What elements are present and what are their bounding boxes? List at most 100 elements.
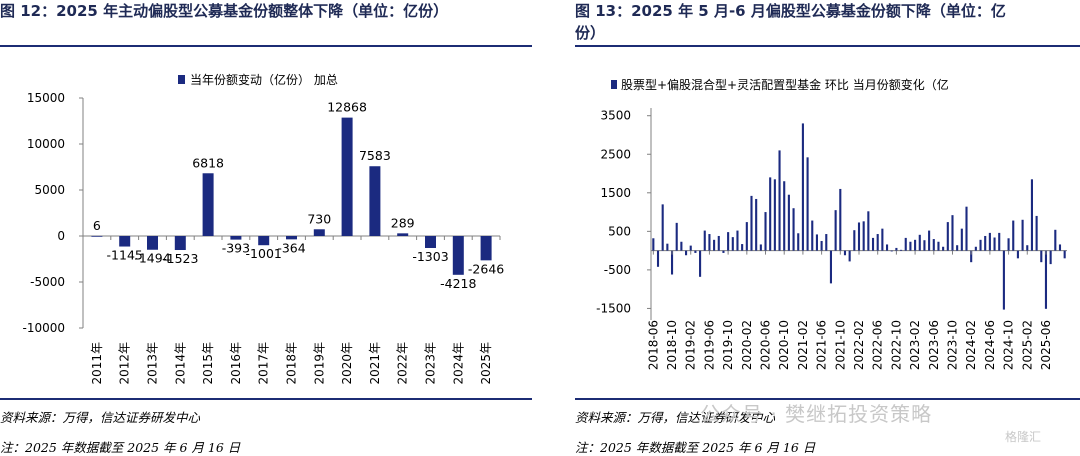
- bar: [928, 230, 931, 251]
- right-top-rule: [575, 45, 1080, 47]
- bar: [970, 250, 973, 263]
- bar: [773, 179, 776, 251]
- y-tick-label: 2500: [600, 147, 631, 161]
- bar: [904, 237, 907, 251]
- right-figure: 图 13：2025 年 5 月-6 月偏股型公募基金份额下降（单位：亿 份） 股…: [575, 0, 1080, 455]
- left-date-note: 注：2025 年数据截至 2025 年 6 月 16 日: [0, 440, 241, 455]
- x-tick-label: 2022-06: [871, 320, 885, 370]
- x-tick-label: 2019-02: [684, 320, 698, 370]
- x-tick-label: 2021-10: [833, 320, 847, 370]
- y-tick-label: 500: [608, 224, 631, 238]
- bar: [909, 241, 912, 251]
- x-tick-label: 2022-10: [889, 320, 903, 370]
- right-figure-title-line1: 图 13：2025 年 5 月-6 月偏股型公募基金份额下降（单位：亿: [575, 2, 1006, 20]
- data-label: 6: [93, 218, 101, 233]
- bar: [895, 247, 898, 251]
- bar: [792, 208, 795, 251]
- x-tick-label: 2021-02: [796, 320, 810, 370]
- x-tick-label: 2019-10: [721, 320, 735, 370]
- bar: [787, 194, 790, 251]
- bar: [918, 234, 921, 251]
- data-label: 730: [307, 211, 331, 226]
- bar: [759, 244, 762, 251]
- bar: [778, 150, 781, 251]
- bar: [862, 221, 865, 251]
- data-label: 289: [391, 215, 415, 230]
- bar: [974, 246, 977, 251]
- bar: [670, 250, 674, 275]
- x-tick-label: 2017年: [257, 342, 271, 385]
- bar: [731, 237, 734, 251]
- bar: [661, 204, 664, 251]
- bar: [202, 173, 214, 236]
- data-label: -1145: [107, 248, 143, 263]
- bar: [857, 222, 861, 251]
- bar: [666, 243, 669, 251]
- bar: [979, 239, 982, 251]
- bar: [397, 233, 409, 236]
- bar: [871, 237, 875, 251]
- x-tick-label: 2013年: [146, 342, 160, 385]
- bar: [313, 229, 325, 236]
- x-tick-label: 2011年: [90, 342, 104, 385]
- bar: [946, 222, 949, 251]
- y-tick-label: 15000: [27, 91, 65, 105]
- bar: [741, 244, 744, 251]
- bar: [848, 250, 851, 262]
- left-source-note: 资料来源：万得，信达证券研发中心: [0, 410, 201, 425]
- x-tick-label: 2018-06: [646, 320, 660, 370]
- left-bar-chart: 当年份额变动（亿份） 加总 15000 10000 5000 0 -5000 -10000 6…: [22, 72, 504, 385]
- bar: [1035, 215, 1038, 251]
- bar: [1016, 250, 1019, 259]
- y-tick-label: -5000: [30, 275, 65, 289]
- bar: [965, 206, 968, 251]
- y-tick-label: -1500: [596, 301, 631, 315]
- legend-swatch: [611, 80, 617, 89]
- bar: [713, 239, 716, 251]
- bar: [1063, 250, 1066, 259]
- bar: [703, 230, 706, 251]
- y-tick-label: 3500: [600, 109, 631, 123]
- right-figure-title-line2: 份）: [575, 24, 606, 42]
- x-tick-label: 2020-10: [777, 320, 791, 370]
- x-tick-label: 2019年: [312, 342, 326, 385]
- bar: [745, 222, 748, 251]
- left-bottom-rule: [0, 398, 532, 400]
- data-label: -393: [222, 241, 250, 256]
- bar: [341, 117, 353, 236]
- bar: [900, 249, 903, 251]
- bar: [881, 228, 884, 251]
- bar: [820, 240, 823, 251]
- bar: [923, 240, 926, 251]
- bar: [119, 236, 131, 247]
- bar: [750, 195, 753, 251]
- x-tick-label: 2018-10: [665, 320, 679, 370]
- x-tick-label: 2012年: [118, 342, 132, 385]
- x-tick-label: 2022年: [396, 342, 410, 385]
- left-figure: 图 12：2025 年主动偏股型公募基金份额整体下降（单位：亿份） 当年份额变动…: [0, 0, 532, 455]
- bar: [815, 234, 818, 251]
- bar: [956, 245, 959, 251]
- bar: [783, 181, 786, 251]
- bar: [1044, 250, 1048, 309]
- bar: [1030, 179, 1033, 251]
- bar: [452, 236, 464, 275]
- x-tick-label: 2023-06: [927, 320, 941, 370]
- bar: [656, 250, 660, 267]
- x-tick-label: 2019-06: [702, 320, 716, 370]
- y-tick-label: -500: [604, 263, 631, 277]
- bar: [853, 230, 856, 251]
- y-tick-label: 10000: [27, 137, 65, 151]
- bar: [685, 250, 688, 256]
- x-tick-label: 2022-02: [852, 320, 866, 370]
- bar: [876, 234, 879, 251]
- legend-label: 股票型+偏股混合型+灵活配置型基金 环比 当月份额变化（亿: [621, 77, 949, 92]
- bar: [722, 250, 725, 253]
- y-tick-label: 5000: [34, 183, 65, 197]
- data-label: 7583: [359, 148, 391, 163]
- bar: [1058, 244, 1062, 251]
- bar: [867, 211, 870, 251]
- right-bar-chart: 股票型+偏股混合型+灵活配置型基金 环比 当月份额变化（亿 3500 2500 150…: [596, 77, 1067, 370]
- bar: [708, 234, 711, 251]
- bar: [1054, 229, 1057, 251]
